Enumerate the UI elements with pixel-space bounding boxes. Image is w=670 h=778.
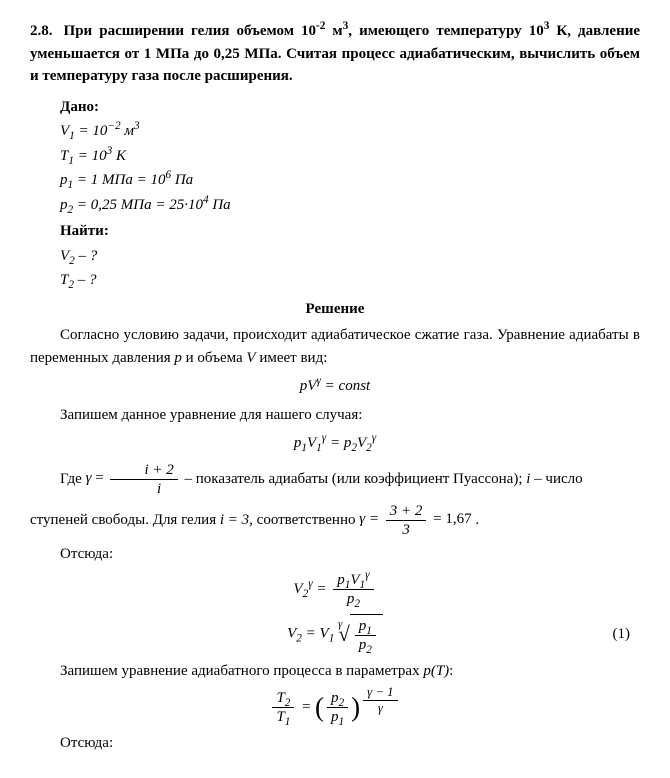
gamma-val-den: 3	[386, 521, 427, 539]
problem-number: 2.8.	[30, 23, 53, 39]
solution-para-1: Согласно условию задачи, происходит адиа…	[30, 324, 640, 369]
solution-para-2: Запишем данное уравнение для нашего случ…	[30, 404, 640, 427]
find-v2: V2 – ?	[60, 245, 640, 268]
root-radical-icon: √	[338, 624, 350, 645]
given-v1: V1 = 10−2 м3	[60, 120, 640, 143]
root-frac-den: p2	[355, 636, 376, 654]
find-header: Найти:	[60, 220, 640, 243]
equation-case: p1V1γ = p2V2γ	[30, 432, 640, 455]
gamma-fraction: i + 2 i	[110, 461, 177, 498]
t-ratio-num: T2	[272, 689, 294, 708]
equation-v2-row: V2 = V1 γ √ p1 p2 (1)	[30, 614, 640, 654]
equation-t-ratio: T2 T1 = ( p2 p1 ) γ − 1 γ	[30, 689, 640, 726]
frac-v2gamma: p1V1γ p2	[333, 571, 373, 608]
root-expr: γ √ p1 p2	[338, 614, 383, 654]
para4-gamma: γ =	[359, 511, 383, 527]
gamma-val-num: 3 + 2	[386, 502, 427, 521]
find-block: V2 – ? T2 – ?	[60, 245, 640, 292]
problem-statement: 2.8. При расширении гелия объемом 10-2 м…	[30, 20, 640, 88]
given-p2: p2 = 0,25 МПа = 25·104 Па	[60, 194, 640, 217]
solution-para-7: Отсюда:	[30, 732, 640, 755]
para6-post: :	[449, 663, 453, 679]
exp-base: ( p2 p1 )	[315, 689, 360, 726]
p-ratio-num: p2	[327, 689, 348, 708]
para4-i: i = 3	[220, 511, 249, 527]
frac-v2gamma-den: p2	[333, 590, 373, 608]
solution-para-6: Запишем уравнение адиабатного процесса в…	[30, 660, 640, 683]
exp-frac-den: γ	[363, 701, 397, 716]
equation-adiabat: pVγ = const	[30, 375, 640, 398]
root-content: p1 p2	[350, 614, 383, 654]
para3-pre: Где	[60, 470, 86, 486]
para6-pT: p(T)	[423, 663, 449, 679]
problem-text: При расширении гелия объемом 10-2 м3, им…	[30, 23, 640, 84]
given-block: V1 = 10−2 м3 T1 = 103 К p1 = 1 МПа = 106…	[60, 120, 640, 216]
para6-pre: Запишем уравнение адиабатного процесса в…	[60, 663, 423, 679]
para4-dot: .	[475, 511, 479, 527]
exp-frac: γ − 1 γ	[363, 685, 397, 717]
t-ratio-rhs: ( p2 p1 ) γ − 1 γ	[315, 689, 401, 726]
t-ratio-eq: =	[301, 698, 315, 714]
para4-result: = 1,67	[433, 511, 471, 527]
gamma-value-fraction: 3 + 2 3	[386, 502, 427, 539]
p-ratio-den: p1	[327, 708, 348, 726]
equation-v2-gamma: V2γ = p1V1γ p2	[30, 571, 640, 608]
eq-sign: =	[95, 470, 107, 486]
root-frac-num: p1	[355, 617, 376, 636]
gamma-symbol: γ	[86, 470, 92, 486]
para3-post: – показатель адиабаты (или коэффициент П…	[185, 470, 583, 486]
gamma-frac-den: i	[110, 480, 177, 498]
given-p1: p1 = 1 МПа = 106 Па	[60, 169, 640, 192]
p-ratio-frac: p2 p1	[327, 689, 348, 726]
para4-mid: , соответственно	[249, 511, 359, 527]
given-t1: T1 = 103 К	[60, 145, 640, 168]
equation-v2: V2 = V1 γ √ p1 p2	[287, 614, 383, 654]
find-t2: T2 – ?	[60, 269, 640, 292]
given-header: Дано:	[60, 96, 640, 119]
right-paren-icon: )	[351, 694, 360, 721]
t-ratio-lhs: T2 T1	[272, 689, 294, 726]
root-frac: p1 p2	[355, 617, 376, 654]
t-ratio-den: T1	[272, 708, 294, 726]
exp-power: γ − 1 γ	[360, 685, 400, 717]
gamma-frac-num: i + 2	[110, 461, 177, 480]
exp-frac-num: γ − 1	[363, 685, 397, 701]
solution-para-5: Отсюда:	[30, 543, 640, 566]
solution-para-4: ступеней свободы. Для гелия i = 3, соотв…	[30, 502, 640, 539]
equation-number-1: (1)	[613, 623, 631, 646]
para4-pre: ступеней свободы. Для гелия	[30, 511, 220, 527]
solution-header: Решение	[30, 298, 640, 321]
solution-para-3: Где γ = i + 2 i – показатель адиабаты (и…	[30, 461, 640, 498]
frac-v2gamma-num: p1V1γ	[333, 571, 373, 590]
left-paren-icon: (	[315, 694, 324, 721]
